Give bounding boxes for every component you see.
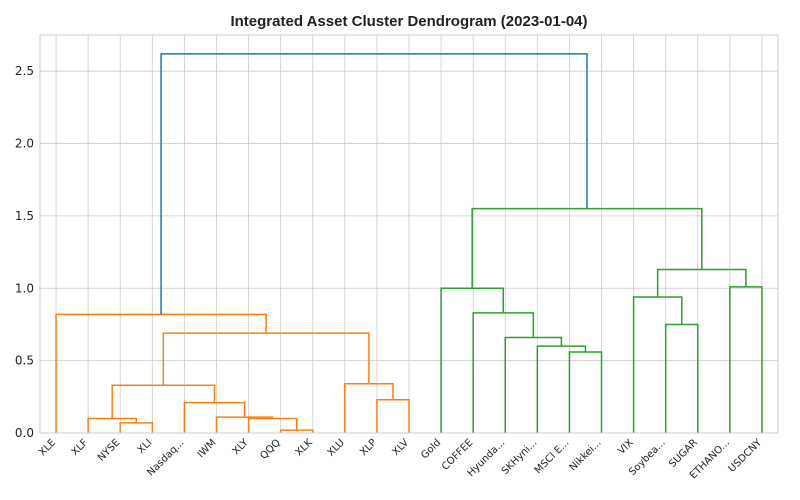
dendrogram-link bbox=[162, 332, 370, 386]
link-layer bbox=[55, 53, 763, 433]
y-tick-label: 2.0 bbox=[15, 137, 34, 151]
dendrogram-link bbox=[215, 416, 274, 433]
x-tick-label: XLI bbox=[136, 437, 155, 456]
dendrogram-link bbox=[87, 417, 138, 433]
x-tick-label: Nikkei... bbox=[568, 437, 604, 473]
dendrogram-link bbox=[472, 312, 535, 433]
x-tick-label: SUGAR bbox=[667, 437, 700, 470]
chart-title: Integrated Asset Cluster Dendrogram (202… bbox=[230, 13, 587, 30]
x-tick-label: IWM bbox=[196, 437, 219, 460]
dendrogram-link bbox=[344, 383, 394, 433]
y-tick-label: 2.5 bbox=[15, 64, 34, 78]
plot-frame bbox=[39, 34, 779, 434]
x-tick-label: XLU bbox=[326, 437, 347, 458]
y-tick-label: 0.5 bbox=[15, 354, 34, 368]
dendrogram-link bbox=[160, 53, 588, 315]
x-tick-label: SKHyni... bbox=[500, 437, 540, 477]
x-tick-label: XLF bbox=[70, 437, 91, 458]
dendrogram-link bbox=[729, 286, 763, 433]
y-tick-label: 1.5 bbox=[15, 209, 34, 223]
dendrogram-link bbox=[119, 422, 154, 433]
x-tick-label: USDCNY bbox=[727, 437, 765, 475]
x-tick-label: VIX bbox=[616, 437, 636, 457]
grid-layer bbox=[40, 35, 778, 434]
x-tick-label: XLE bbox=[37, 437, 58, 458]
x-tick-label: XLP bbox=[358, 437, 379, 458]
dendrogram-link bbox=[656, 268, 747, 297]
x-tick-label: QQQ bbox=[258, 437, 283, 462]
y-axis-ticks: 0.0 0.5 1.0 1.5 2.0 2.5 bbox=[15, 64, 34, 440]
dendrogram-link bbox=[536, 345, 587, 433]
dendrogram-link bbox=[376, 398, 410, 433]
y-tick-label: 1.0 bbox=[15, 281, 34, 295]
y-tick-label: 0.0 bbox=[15, 426, 34, 440]
x-tick-label: Gold bbox=[419, 437, 443, 461]
x-tick-label: XLY bbox=[231, 437, 252, 458]
dendrogram-link bbox=[504, 336, 563, 433]
x-tick-label: MSCI E... bbox=[533, 437, 572, 476]
dendrogram-link bbox=[55, 313, 267, 433]
dendrogram-link bbox=[440, 287, 505, 433]
dendrogram-link bbox=[568, 351, 603, 433]
x-tick-label: XLV bbox=[390, 437, 411, 458]
dendrogram-link bbox=[471, 207, 703, 289]
x-tick-label: XLK bbox=[294, 437, 316, 459]
plot-border bbox=[39, 34, 779, 434]
x-tick-label: NYSE bbox=[96, 437, 122, 463]
dendrogram-link bbox=[632, 296, 683, 433]
dendrogram-link bbox=[664, 323, 699, 433]
